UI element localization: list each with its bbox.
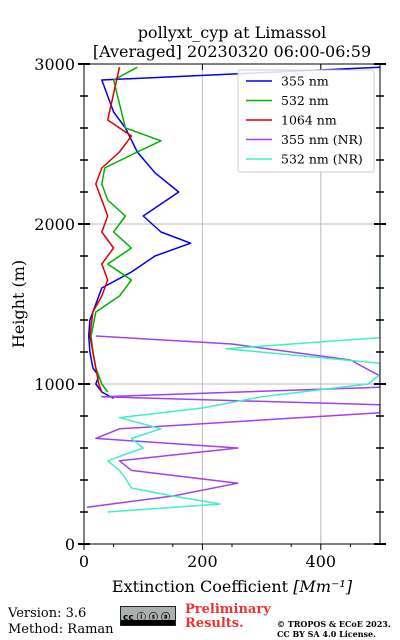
legend-entry: 1064 nm: [281, 113, 337, 128]
x-axis-label-text: Extinction Coefficient: [112, 577, 289, 596]
legend-entry: 355 nm: [281, 74, 329, 89]
y-tick-label: 2000: [34, 215, 75, 234]
preliminary-line-2: Results.: [185, 616, 244, 631]
legend-entry: 355 nm (NR): [281, 132, 363, 147]
preliminary-line-1: Preliminary: [185, 602, 271, 617]
tick-layer: 0 200 400 0 1000 2000 3000: [34, 55, 386, 571]
copyright-line-1: © TROPOS & ECoE 2023.: [277, 619, 391, 629]
series-layer: [86, 66, 380, 513]
y-tick-label: 3000: [34, 55, 75, 74]
preliminary-notice: Preliminary Results.: [185, 603, 271, 631]
chart-title: pollyxt_cyp at Limassol: [138, 23, 327, 42]
x-tick-label: 200: [187, 552, 218, 571]
series-line-532-nm-nr: [106, 256, 380, 513]
x-axis-label: Extinction Coefficient [Mm⁻¹]: [112, 577, 353, 596]
series-line-532-nm: [90, 66, 162, 393]
cc-badge-strip: [121, 620, 175, 625]
legend: 355 nm 532 nm 1064 nm 355 nm (NR) 532 nm (NR…: [237, 69, 375, 173]
version-label: Version: 3.6: [8, 606, 87, 621]
legend-box: [237, 69, 375, 173]
x-tick-label: 0: [79, 552, 89, 571]
y-tick-label: 1000: [34, 375, 75, 394]
x-axis-unit: [Mm⁻¹]: [293, 577, 353, 596]
cc-license-badge: cc ⓘ ⓢ ⓐ: [120, 606, 176, 626]
legend-entry: 532 nm: [281, 93, 329, 108]
copyright-line-2: CC BY SA 4.0 License.: [277, 629, 376, 639]
chart-subtitle: [Averaged] 20230320 06:00-06:59: [93, 42, 371, 61]
series-line-355-nm-nr: [86, 335, 380, 508]
y-tick-label: 0: [65, 535, 75, 554]
legend-entry: 532 nm (NR): [281, 152, 363, 167]
method-label: Method: Raman: [8, 622, 114, 637]
x-tick-label: 400: [306, 552, 337, 571]
copyright-notice: © TROPOS & ECoE 2023. CC BY SA 4.0 Licen…: [277, 619, 391, 639]
cc-badge-label: cc ⓘ ⓢ ⓐ: [123, 613, 171, 623]
series-line-1064-nm: [89, 67, 133, 393]
y-axis-label: Height (m): [9, 260, 28, 348]
